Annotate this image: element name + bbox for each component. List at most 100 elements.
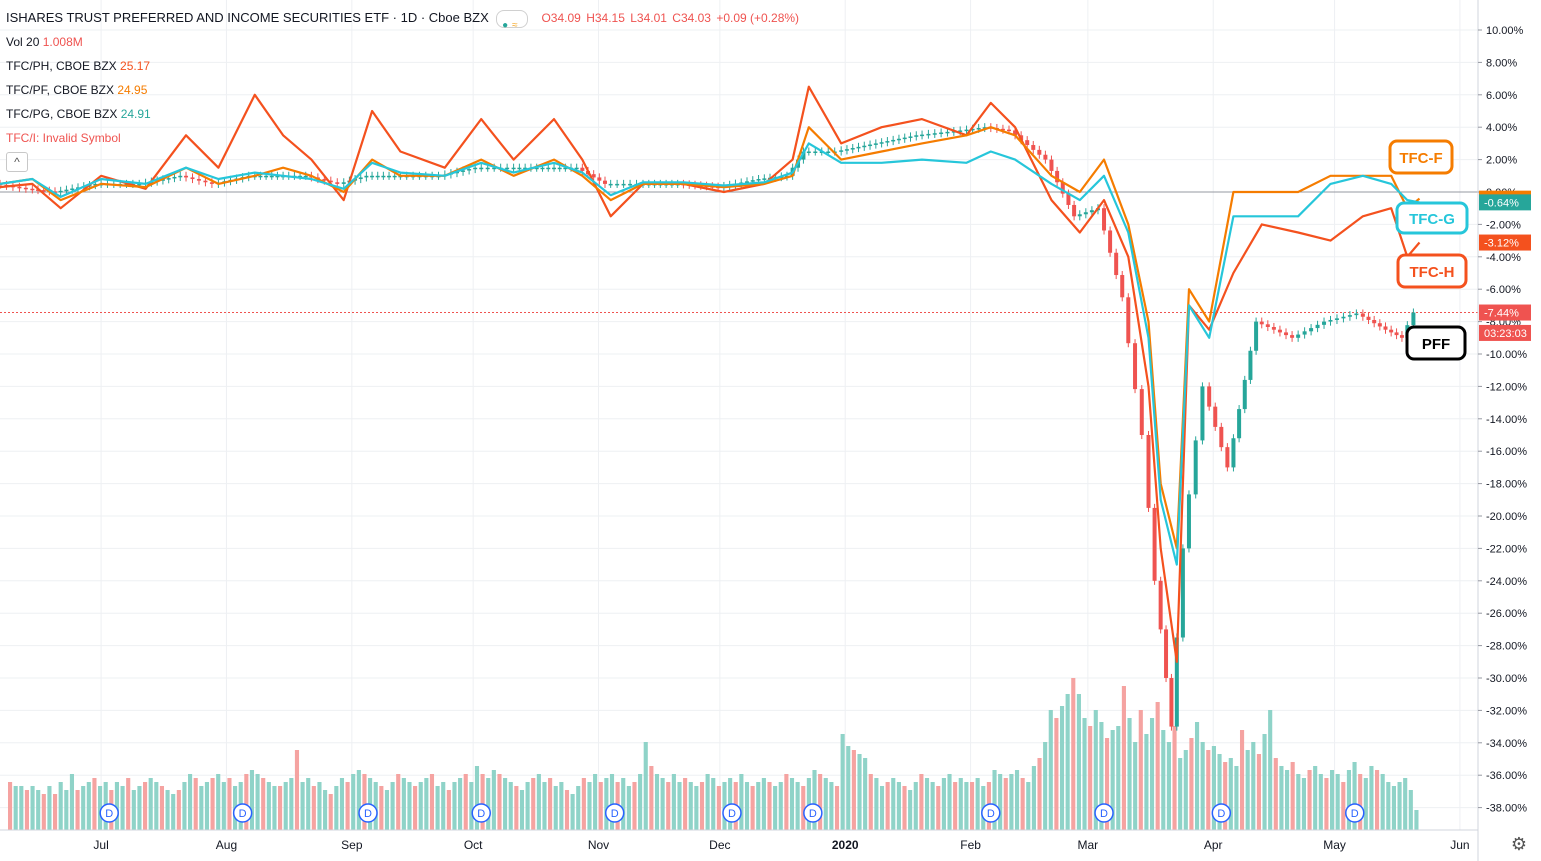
candle-body (896, 138, 901, 141)
volume-bar (1121, 686, 1126, 830)
candle-body (1377, 323, 1382, 327)
legend-tfc-ph[interactable]: TFC/PH, CBOE BZX 25.17 (6, 54, 799, 78)
volume-bar (958, 778, 963, 830)
candle-body (335, 182, 340, 184)
candle-body (534, 167, 539, 170)
volume-bar (1273, 758, 1278, 830)
volume-bar (1127, 718, 1132, 830)
volume-bar (204, 782, 210, 830)
legend-tfc-pf-label: TFC/PF, CBOE BZX (6, 83, 115, 97)
volume-bar (311, 786, 316, 830)
price-tick-label: -38.00% (1486, 803, 1527, 815)
volume-bar (1054, 718, 1059, 830)
price-tick-label: -18.00% (1486, 479, 1527, 491)
volume-bar (1048, 710, 1053, 830)
dividend-marker (1094, 803, 1114, 823)
time-axis[interactable]: Jul Aug Sep Oct Nov Dec 2020 Feb Mar Apr May Jun (0, 829, 1478, 852)
chevron-up-icon[interactable]: ^ (6, 152, 28, 172)
price-axis[interactable]: 10.00%8.00%6.00%4.00%2.00%0.00%-2.00%-4.… (1477, 0, 1531, 861)
volume-bar (30, 786, 35, 830)
ohlc-close: C34.03 (672, 11, 711, 25)
legend-tfc-ph-label: TFC/PH, CBOE BZX (6, 59, 117, 73)
candle-body (750, 180, 755, 182)
dividend-marker (358, 803, 378, 823)
volume-bar (19, 786, 24, 830)
candle-body (505, 167, 510, 170)
candle-body (744, 181, 749, 183)
volume-bar (182, 782, 187, 830)
price-label-bg (1479, 194, 1531, 211)
candle-body (1031, 145, 1036, 150)
candle-body (879, 142, 884, 144)
price-tick-label: -14.00% (1486, 414, 1527, 426)
candle-body (381, 175, 386, 178)
volume-bar (1166, 742, 1171, 830)
candle-body (511, 167, 516, 170)
price-tick-label: 4.00% (1486, 122, 1517, 134)
legend-tfc-pf[interactable]: TFC/PF, CBOE BZX 24.95 (6, 78, 799, 102)
volume-bar (1268, 710, 1273, 830)
series-line-tfc-pg (0, 142, 1420, 566)
candle-body (93, 183, 98, 186)
price-label: -7.44% (1484, 308, 1519, 320)
candle-body (172, 176, 177, 179)
candle-body (982, 127, 987, 129)
volume-bar (221, 782, 226, 830)
candle-body (850, 148, 855, 150)
volume-bar (998, 774, 1003, 830)
volume-bar (435, 786, 440, 830)
volume-bar (1076, 694, 1081, 830)
volume-bar (649, 766, 654, 830)
candle-body (1174, 637, 1179, 727)
candle-body (1072, 204, 1077, 217)
volume-bar (570, 794, 575, 830)
volume-bar (176, 790, 181, 830)
volume-bar (390, 782, 395, 830)
status-dots-icon[interactable]: ● ≈ (496, 9, 529, 31)
candle-body (914, 135, 919, 137)
time-tick-label: Nov (588, 838, 609, 852)
candle-body (41, 190, 46, 192)
volume-bar (885, 782, 890, 830)
symbol-title[interactable]: ISHARES TRUST PREFERRED AND INCOME SECUR… (6, 10, 489, 25)
candle-body (801, 151, 806, 160)
candle-body (1309, 328, 1314, 332)
ohlc-open: O34.09 (541, 11, 581, 25)
legend-tfc-pg[interactable]: TFC/PG, CBOE BZX 24.91 (6, 102, 799, 126)
candle-body (1315, 324, 1320, 329)
volume-bar (255, 774, 260, 830)
volume-bar (53, 794, 58, 830)
candle-body (574, 167, 579, 170)
time-tick-label: Apr (1204, 838, 1223, 852)
gear-icon[interactable]: ⚙ (1510, 834, 1527, 854)
candle-body (1114, 252, 1119, 276)
volume-bar (868, 774, 873, 830)
volume-bar (429, 774, 435, 830)
legend-tfc-i[interactable]: TFC/I: Invalid Symbol (6, 126, 799, 150)
volume-bar (818, 774, 823, 830)
volume-bar (261, 778, 266, 830)
volume-bar (1116, 726, 1121, 830)
volume-bar (514, 786, 519, 830)
volume-bar (975, 778, 980, 830)
volume-bar (1082, 718, 1087, 830)
candle-body (976, 128, 981, 130)
dividend-marker (722, 803, 742, 823)
volume-bar (1346, 770, 1351, 830)
candle-body (264, 175, 269, 178)
volume-bar (1026, 782, 1031, 830)
candle-body (1290, 335, 1295, 338)
volume-bar (491, 770, 496, 830)
volume-bar (306, 778, 311, 830)
legend-volume-value: 1.008M (42, 35, 83, 49)
legend-volume[interactable]: Vol 20 1.008M (6, 30, 799, 54)
volume-bar (593, 774, 598, 830)
volume-bar (159, 786, 165, 830)
candle-body (166, 178, 171, 180)
candle-body (1328, 319, 1333, 322)
volume-bar (41, 794, 46, 830)
candle-body (868, 144, 873, 147)
volume-bar (300, 782, 305, 830)
